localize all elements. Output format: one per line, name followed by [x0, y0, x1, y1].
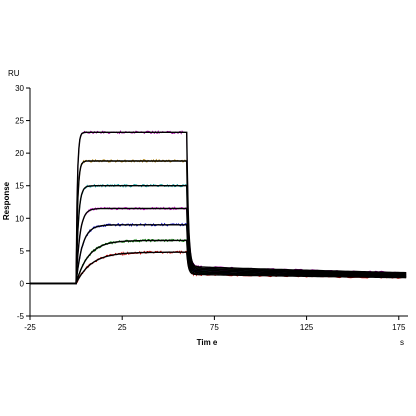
- x-tick-label: 25: [118, 323, 127, 332]
- fit-curve-3: [30, 185, 407, 285]
- y-axis-title: Response: [2, 181, 11, 220]
- fit-curve-4: [30, 207, 407, 285]
- response-curve-1: [30, 130, 407, 285]
- x-tick-label: 75: [210, 323, 219, 332]
- x-tick-label: 175: [392, 323, 406, 332]
- y-unit-label: RU: [8, 69, 20, 78]
- data-curves: [30, 130, 407, 285]
- y-tick-label: 20: [15, 149, 24, 158]
- fit-curve-6: [30, 239, 407, 285]
- x-tick-label: 125: [300, 323, 314, 332]
- axes: [29, 88, 408, 317]
- y-tick-label: -5: [17, 312, 25, 321]
- fit-curve-7: [30, 251, 407, 285]
- x-tick-label: -25: [24, 323, 36, 332]
- y-ticks: -5 0 5 10 15 20 25 30: [15, 84, 30, 321]
- response-curve-2: [30, 158, 407, 284]
- fit-curve-1: [30, 131, 407, 285]
- y-tick-label: 10: [15, 214, 24, 223]
- x-axis-title: Tim e: [197, 338, 218, 347]
- fit-curve-2: [30, 160, 407, 285]
- fit-curves: [30, 131, 407, 285]
- y-tick-label: 25: [15, 117, 24, 126]
- x-ticks: -25 25 75 125 175: [24, 316, 406, 332]
- fit-curve-5: [30, 224, 407, 285]
- y-tick-label: 30: [15, 84, 24, 93]
- x-unit-label: s: [400, 338, 404, 347]
- y-tick-label: 5: [20, 247, 25, 256]
- y-tick-label: 0: [20, 279, 25, 288]
- y-tick-label: 15: [15, 182, 24, 191]
